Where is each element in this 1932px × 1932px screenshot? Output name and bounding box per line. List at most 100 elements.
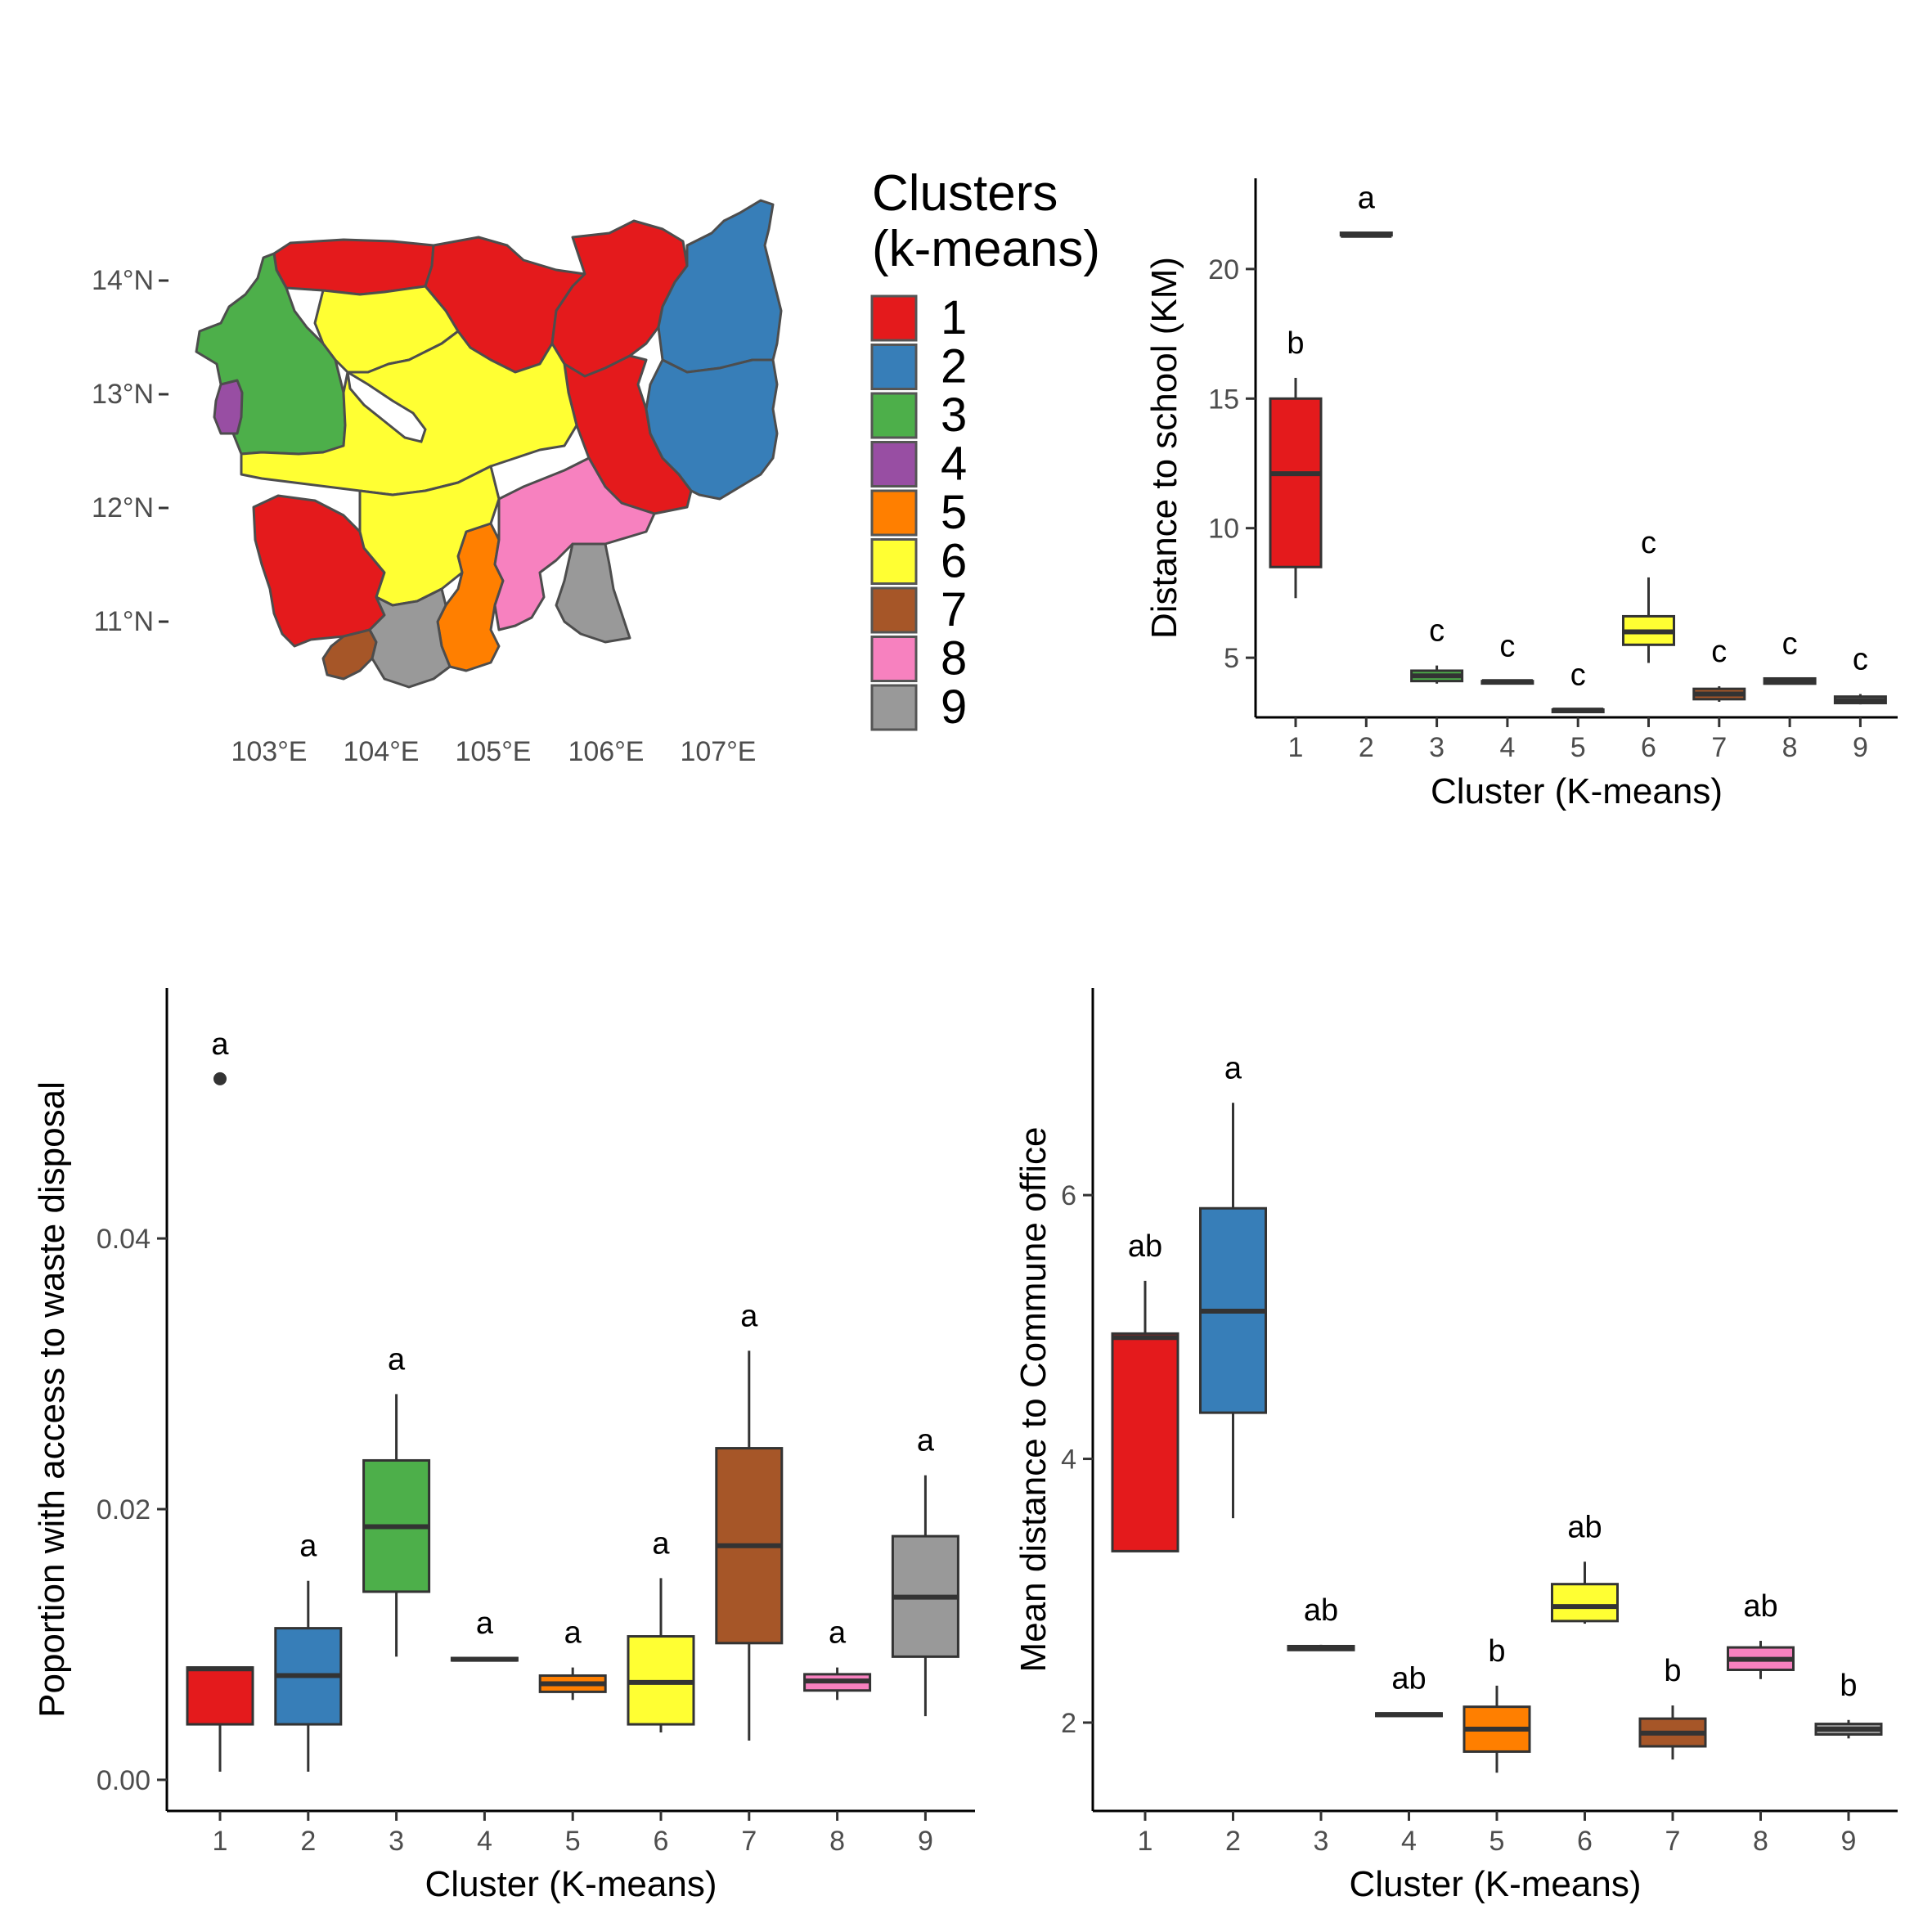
box-iqr	[1111, 1332, 1179, 1552]
legend-label-6: 6	[941, 535, 967, 588]
box-cluster-2: a	[1339, 182, 1393, 238]
map-lon-label-104: 104°E	[343, 736, 419, 767]
significance-letter: a	[829, 1616, 847, 1651]
box-cluster-3: c	[1410, 614, 1464, 684]
map-province-center-south-cluster-6	[358, 465, 501, 607]
legend-label-4: 4	[941, 438, 967, 491]
school-distance-boxplot: 5 10 15 20 1 2 3 4 5 6 7 8 9 Cluster (K-means) Distanc…	[1144, 178, 1898, 811]
significance-letter: a	[1358, 182, 1376, 216]
box-cluster-8: c	[1763, 627, 1817, 685]
x-tick-label-2: 2	[300, 1826, 316, 1857]
significance-letter: a	[652, 1526, 670, 1561]
box-iqr	[1551, 1583, 1619, 1623]
legend-swatch-7	[870, 586, 918, 634]
x-tick-label-7: 7	[741, 1826, 757, 1857]
y-tick-label: 0.00	[97, 1765, 151, 1796]
x-tick-label-1: 1	[1138, 1826, 1153, 1857]
legend-swatch-1	[870, 294, 918, 342]
x-tick-label-7: 7	[1711, 732, 1727, 763]
map-lon-label-106: 106°E	[568, 736, 644, 767]
box-cluster-1: a	[186, 1027, 254, 1772]
box-cluster-6: c	[1622, 526, 1675, 663]
legend-title-line1: Clusters	[872, 165, 1058, 222]
significance-letter: c	[1499, 630, 1515, 664]
legend-swatch-5	[870, 489, 918, 537]
x-tick-label-3: 3	[1429, 732, 1445, 763]
box-cluster-9: b	[1814, 1669, 1883, 1739]
legend-swatch-6	[870, 538, 918, 585]
legend-label-3: 3	[941, 389, 967, 442]
y-tick-label: 4	[1061, 1445, 1076, 1476]
significance-letter: b	[1287, 326, 1304, 361]
y-tick-label: 5	[1224, 643, 1239, 674]
legend-label-8: 8	[941, 632, 967, 685]
box-cluster-7: a	[715, 1299, 784, 1741]
box-iqr	[1269, 397, 1323, 568]
legend-label-5: 5	[941, 486, 967, 539]
x-axis-title: Cluster (K-means)	[1431, 771, 1723, 811]
x-tick-label-6: 6	[1577, 1826, 1593, 1857]
map-lat-label-11: 11°N	[94, 606, 154, 637]
x-axis-title: Cluster (K-means)	[425, 1864, 717, 1904]
box-cluster-1: b	[1269, 326, 1323, 599]
box-cluster-5: a	[538, 1616, 607, 1701]
significance-letter: b	[1488, 1634, 1505, 1669]
significance-letter: b	[1664, 1654, 1681, 1688]
significance-letter: c	[1782, 627, 1798, 661]
box-cluster-9: c	[1833, 642, 1887, 705]
box-cluster-5: b	[1462, 1634, 1531, 1773]
x-tick-label-4: 4	[477, 1826, 492, 1857]
box-cluster-5: c	[1551, 658, 1605, 713]
map-province-northwest-top-cluster-1	[272, 238, 435, 296]
significance-letter: a	[740, 1299, 758, 1333]
y-axis-title: Mean distance to Commune office	[1013, 1127, 1054, 1673]
x-tick-label-4: 4	[1499, 732, 1515, 763]
x-axis-title: Cluster (K-means)	[1350, 1864, 1642, 1904]
x-tick-label-8: 8	[1753, 1826, 1768, 1857]
legend-swatch-4	[870, 441, 918, 487]
box-cluster-2: a	[274, 1530, 343, 1772]
map-regions	[195, 199, 783, 689]
map-lon-label-107: 107°E	[680, 736, 756, 767]
significance-letter: c	[1711, 635, 1727, 669]
x-tick-label-2: 2	[1225, 1826, 1241, 1857]
significance-letter: a	[564, 1616, 582, 1651]
box-cluster-1: ab	[1111, 1229, 1179, 1552]
tonle-sap-lake	[346, 370, 427, 443]
x-tick-label-3: 3	[1314, 1826, 1329, 1857]
box-cluster-6: ab	[1551, 1510, 1619, 1624]
x-tick-label-5: 5	[565, 1826, 581, 1857]
box-iqr	[186, 1666, 254, 1726]
x-tick-label-9: 9	[1853, 732, 1868, 763]
x-tick-label-2: 2	[1359, 732, 1374, 763]
legend-label-1: 1	[941, 291, 967, 344]
significance-letter: c	[1570, 658, 1586, 692]
x-tick-label-6: 6	[654, 1826, 669, 1857]
x-tick-label-9: 9	[918, 1826, 933, 1857]
x-tick-label-1: 1	[213, 1826, 228, 1857]
x-tick-label-4: 4	[1401, 1826, 1417, 1857]
significance-letter: b	[1840, 1669, 1857, 1703]
map-axes: 14°N 13°N 12°N 11°N 103°E 104°E 105°E 10…	[92, 265, 756, 767]
y-tick-label: 15	[1208, 384, 1239, 415]
map-province-south-cluster-9	[368, 587, 452, 689]
significance-letter: a	[388, 1342, 406, 1377]
box-cluster-4: a	[450, 1606, 519, 1662]
significance-letter: c	[1429, 614, 1445, 649]
x-tick-label-5: 5	[1570, 732, 1586, 763]
x-tick-label-8: 8	[1782, 732, 1798, 763]
map-lon-label-103: 103°E	[231, 736, 307, 767]
map-lon-label-105: 105°E	[455, 736, 531, 767]
significance-letter: c	[1853, 642, 1868, 676]
legend-label-2: 2	[941, 340, 967, 393]
legend-swatch-9	[870, 684, 918, 731]
box-cluster-3: ab	[1287, 1593, 1355, 1651]
legend-swatch-8	[870, 636, 918, 682]
box-cluster-9: a	[891, 1424, 959, 1717]
map-lat-label-12: 12°N	[92, 492, 154, 523]
significance-letter: c	[1641, 526, 1656, 560]
x-tick-label-1: 1	[1288, 732, 1304, 763]
outlier-point	[213, 1072, 227, 1085]
